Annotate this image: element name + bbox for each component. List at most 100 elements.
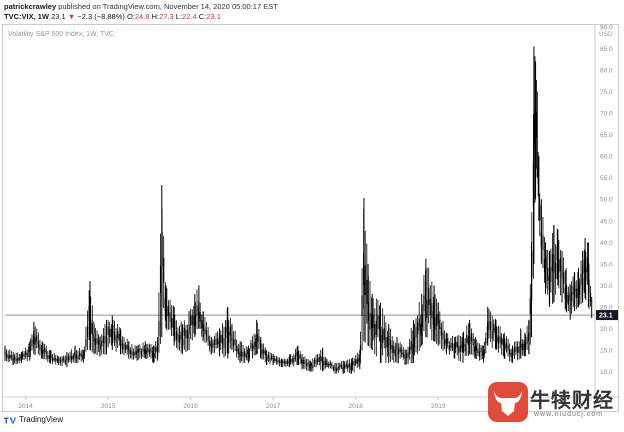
candle-body	[478, 351, 481, 357]
y-tick-label: 90.0	[600, 25, 613, 32]
candle-body	[5, 353, 8, 358]
x-tick-label: 2019	[431, 403, 446, 410]
candle-body	[453, 347, 455, 353]
candle-body	[331, 364, 333, 367]
candle-body	[285, 361, 287, 365]
chart-header: patrickcrawley published on TradingView.…	[4, 2, 604, 22]
candle-body	[394, 349, 396, 357]
chart-svg[interactable]: Volatility S&P 500 Index, 1W, TVC USD 10.…	[3, 25, 620, 413]
tradingview-brand[interactable]: TradingView	[19, 415, 64, 424]
y-tick-label: 85.0	[600, 46, 613, 53]
y-tick-label: 20.0	[600, 326, 613, 333]
candle-body	[245, 353, 247, 358]
candle-body	[359, 345, 362, 355]
low-value: 22.4	[182, 12, 197, 21]
candle-body	[40, 348, 43, 353]
candle-body	[518, 346, 520, 353]
candle-body	[310, 363, 312, 367]
y-tick-label: 35.0	[600, 261, 613, 268]
candle-body	[383, 327, 385, 340]
candle-body	[432, 311, 435, 326]
candle-body	[382, 329, 384, 343]
candle-body	[142, 347, 144, 352]
candle-body	[250, 342, 252, 349]
candle-body	[261, 349, 263, 355]
candle-body	[72, 355, 74, 360]
candle-body	[291, 358, 293, 363]
candle-body	[258, 335, 260, 343]
candle-body	[121, 343, 124, 350]
candle-body	[237, 348, 239, 355]
candle-body	[488, 321, 490, 331]
candle-body	[545, 256, 547, 270]
candle-body	[434, 317, 436, 330]
candle-body	[570, 292, 573, 301]
candle-body	[464, 344, 466, 352]
plot-area[interactable]	[4, 46, 595, 374]
candle-body	[15, 358, 17, 362]
candle-body	[185, 329, 187, 339]
candle-body	[50, 354, 52, 358]
candle-body	[436, 314, 438, 327]
candle-body	[515, 346, 517, 352]
candle-body	[501, 337, 503, 345]
candle-body	[36, 335, 38, 342]
candle-body	[461, 341, 463, 349]
candle-body	[52, 358, 54, 362]
candle-body	[263, 348, 265, 354]
y-tick-label: 45.0	[600, 218, 613, 225]
candle-body	[90, 319, 92, 335]
candle-body	[112, 324, 114, 333]
candle-body	[377, 314, 379, 329]
candle-body	[536, 111, 538, 138]
candle-body	[332, 367, 335, 370]
candle-body	[474, 346, 476, 352]
candle-body	[123, 343, 125, 350]
candle-body	[148, 349, 151, 354]
candle-body	[409, 346, 411, 354]
open-value: 24.8	[134, 12, 150, 21]
candle-body	[510, 352, 512, 358]
close-label: C:	[198, 12, 207, 21]
candle-body	[355, 359, 357, 364]
candle-body	[499, 335, 501, 343]
candle-body	[201, 320, 203, 329]
candle-body	[562, 272, 565, 284]
low-label: L:	[175, 12, 183, 21]
candle-body	[26, 353, 28, 358]
candle-body	[37, 341, 39, 348]
site-watermark: 牛犊财经 www.niuducj.com	[486, 380, 620, 428]
currency-label: USD	[599, 31, 613, 38]
candle-body	[350, 366, 352, 370]
candle-body	[537, 166, 539, 184]
candle-body	[472, 338, 474, 345]
chart-frame[interactable]: Volatility S&P 500 Index, 1W, TVC USD 10.…	[2, 24, 620, 413]
candle-body	[299, 354, 301, 359]
candle-body	[21, 353, 24, 357]
candle-body	[397, 348, 400, 355]
candle-body	[159, 265, 162, 293]
candle-body	[102, 336, 104, 343]
candle-body	[180, 331, 182, 340]
candle-body	[370, 313, 373, 329]
price-axis[interactable]: USD 10.0 15.0 20.0 25.0 30.0 35.0 40.0 45.0 50.0 5…	[594, 25, 618, 413]
y-tick-label: 25.0	[600, 304, 613, 311]
candle-body	[372, 314, 374, 328]
candle-body	[420, 323, 422, 336]
candle-body	[278, 360, 281, 363]
candle-body	[497, 336, 500, 344]
author-name[interactable]: patrickcrawley	[4, 2, 57, 11]
candle-body	[309, 364, 311, 368]
watermark-url: www.niuducj.com	[534, 411, 604, 418]
candle-body	[45, 350, 47, 355]
candle-body	[317, 357, 319, 363]
candle-body	[75, 354, 78, 359]
candle-body	[483, 349, 485, 355]
candle-body	[194, 314, 197, 326]
candle-body	[456, 341, 458, 348]
candle-body	[118, 334, 120, 341]
candle-body	[324, 361, 327, 365]
candle-body	[80, 353, 82, 357]
candle-body	[13, 356, 16, 360]
chart-title: Volatility S&P 500 Index, 1W, TVC	[8, 31, 114, 38]
